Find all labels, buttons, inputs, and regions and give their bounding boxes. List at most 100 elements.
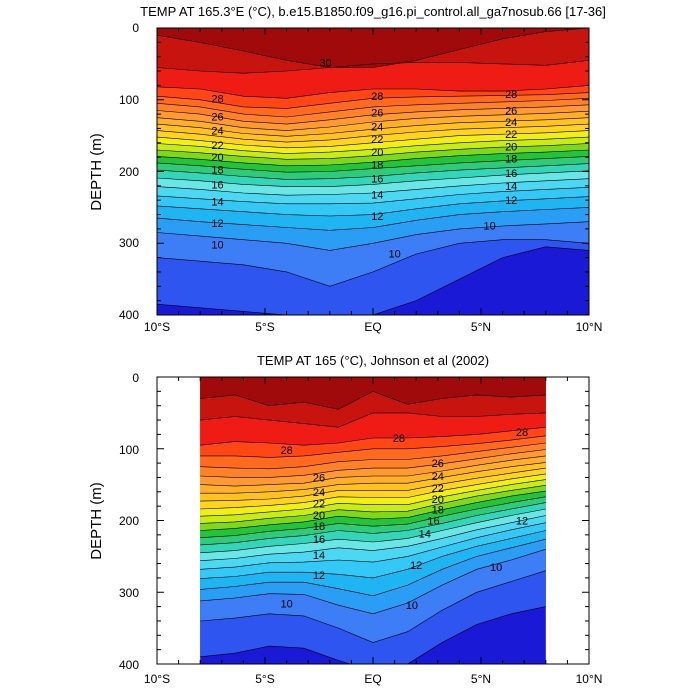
- contour-line-12: [200, 530, 546, 579]
- contour-label: 26: [505, 106, 517, 118]
- contour-line-19: [157, 143, 589, 160]
- contour-label: 28: [516, 427, 528, 439]
- contour-label: 10: [388, 248, 400, 260]
- contour-line-26: [200, 442, 546, 470]
- contour-label: 12: [505, 195, 517, 207]
- contour-line-17: [200, 496, 546, 538]
- contour-line-23: [157, 117, 589, 137]
- chart-bottom-filled-contours: [200, 377, 546, 664]
- chart-bottom-contour-lines: [200, 391, 546, 664]
- contour-label: 22: [371, 134, 383, 146]
- contour-line-20: [200, 479, 546, 517]
- chart-bottom-ytick-label: 200: [119, 514, 139, 528]
- chart-top-ytick-label: 200: [119, 165, 139, 179]
- chart-top-xtick-label: 10°N: [576, 320, 603, 334]
- chart-top-ytick-label: 100: [119, 93, 139, 107]
- chart-bottom-ytick-label: 300: [119, 586, 139, 600]
- contour-line-18: [157, 149, 589, 167]
- contour-line-29: [157, 60, 589, 74]
- contour-label: 12: [516, 516, 528, 528]
- contour-line-15: [200, 508, 546, 554]
- contour-band-30: [157, 28, 589, 68]
- contour-line-17: [157, 156, 589, 173]
- contour-line-11: [200, 538, 546, 597]
- contour-label: 18: [505, 154, 517, 166]
- contour-label: 22: [505, 129, 517, 141]
- contour-line-25: [200, 449, 546, 478]
- contour-label: 10: [280, 599, 292, 611]
- contour-line-14: [200, 515, 546, 561]
- contour-line-29: [200, 412, 546, 428]
- contour-label: 28: [280, 445, 292, 457]
- contour-line-23: [200, 462, 546, 494]
- contour-label: 14: [419, 528, 431, 540]
- contour-label: 28: [505, 89, 517, 101]
- contour-label: 20: [505, 141, 517, 153]
- chart-top: TEMP AT 165.3°E (°C), b.e15.B1850.f09_g1…: [88, 4, 606, 334]
- contour-label: 22: [313, 498, 325, 510]
- contour-label: 16: [371, 174, 383, 186]
- chart-bottom-xtick-label: 10°S: [144, 672, 170, 686]
- chart-bottom-ytick-label: 0: [132, 371, 139, 385]
- contour-line-27: [200, 435, 546, 458]
- contour-label: 26: [211, 111, 223, 123]
- contour-label: 28: [371, 91, 383, 103]
- chart-top-xtick-label: 10°S: [144, 320, 170, 334]
- contour-line-16: [157, 163, 589, 180]
- contour-label: 20: [211, 152, 223, 164]
- contour-line-20: [157, 136, 589, 154]
- chart-bottom-ytick-label: 100: [119, 443, 139, 457]
- contour-line-18: [200, 490, 546, 531]
- chart-bottom-title: TEMP AT 165 (°C), Johnson et al (2002): [257, 353, 489, 368]
- contour-line-26: [157, 98, 589, 118]
- chart-top-title: TEMP AT 165.3°E (°C), b.e15.B1850.f09_g1…: [140, 4, 606, 19]
- contour-line-21: [157, 130, 589, 149]
- contour-label: 24: [432, 471, 444, 483]
- chart-bottom-xtick-label: 5°N: [471, 672, 491, 686]
- contour-line-15: [157, 170, 589, 187]
- contour-line-30: [157, 28, 589, 68]
- chart-bottom-xtick-label: 10°N: [576, 672, 603, 686]
- contour-label: 24: [505, 117, 517, 129]
- contour-label: 26: [371, 108, 383, 120]
- contour-label: 10: [483, 220, 495, 232]
- contour-label: 10: [490, 562, 502, 574]
- contour-line-16: [200, 502, 546, 546]
- contour-label: 10: [211, 240, 223, 252]
- chart-top-contour-lines: [157, 28, 589, 315]
- contour-line-30: [200, 391, 546, 410]
- contour-line-12: [157, 196, 589, 217]
- contour-line-24: [157, 110, 589, 131]
- contour-band-30: [200, 377, 546, 410]
- contour-label: 16: [505, 168, 517, 180]
- contour-line-22: [200, 467, 546, 502]
- chart-top-ticks: [156, 27, 590, 316]
- contour-label: 10: [406, 600, 418, 612]
- contour-label: 20: [371, 147, 383, 159]
- contour-label: 30: [319, 57, 331, 69]
- chart-top-ytick-label: 0: [132, 21, 139, 35]
- contour-line-8: [200, 606, 546, 664]
- chart-bottom-xtick-label: 5°S: [255, 672, 274, 686]
- contour-label: 12: [410, 560, 422, 572]
- contour-label: 16: [313, 534, 325, 546]
- contour-label: 24: [211, 126, 223, 138]
- contour-label: 18: [211, 164, 223, 176]
- contour-line-13: [200, 522, 546, 570]
- contour-line-25: [157, 104, 589, 125]
- chart-top-ytick-label: 300: [119, 236, 139, 250]
- chart-top-xtick-label: EQ: [364, 320, 381, 334]
- contour-label: 14: [211, 197, 223, 209]
- contour-line-11: [157, 207, 589, 231]
- chart-bottom-ytick-label: 400: [119, 658, 139, 672]
- contour-label: 16: [427, 516, 439, 528]
- chart-top-ylabel: DEPTH (m): [88, 133, 105, 211]
- contour-line-19: [200, 485, 546, 524]
- contour-label: 22: [432, 483, 444, 495]
- contour-label: 18: [371, 159, 383, 171]
- contour-line-22: [157, 123, 589, 143]
- contour-label: 18: [432, 505, 444, 517]
